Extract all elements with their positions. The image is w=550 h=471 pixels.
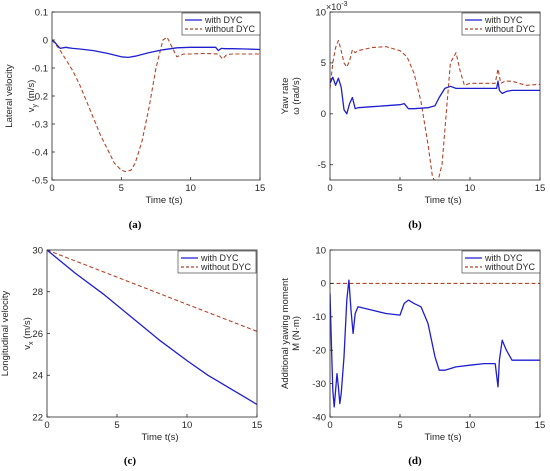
series-group — [52, 36, 260, 173]
x-axis-label: Time t(s) — [424, 432, 461, 443]
y-axis-label: Longitudinal velocity — [0, 290, 11, 376]
legend-label: with DYC — [204, 15, 243, 25]
x-tick-label: 10 — [185, 183, 196, 194]
y-axis-label-unit-line: vx (m/s) — [22, 317, 35, 350]
y-axis-symbol: v — [22, 345, 33, 350]
y-tick-label: 0 — [321, 279, 326, 290]
y-tick-label: 10 — [315, 245, 326, 256]
x-tick-label: 5 — [114, 420, 119, 431]
y-tick-label: -0.3 — [32, 119, 48, 130]
y-exponent-label: ×10-3 — [326, 1, 348, 12]
y-axis-label: Additional yawing moment — [280, 278, 291, 389]
x-tick-label: 0 — [327, 420, 332, 431]
x-tick-label: 5 — [397, 183, 402, 194]
y-tick-label: 0.1 — [35, 7, 48, 18]
series-group — [47, 250, 257, 406]
legend-label: with DYC — [484, 253, 523, 263]
y-tick-label: 10 — [315, 7, 326, 18]
y-axis-label-unit-line: vy (m/s) — [26, 80, 39, 113]
panel-caption: (d) — [408, 455, 422, 467]
series-group — [330, 39, 540, 180]
x-tick-label: 15 — [535, 420, 546, 431]
x-tick-label: 10 — [465, 420, 476, 431]
axes-frame — [329, 11, 541, 181]
panel-caption: (c) — [124, 455, 137, 467]
x-axis-label: Time t(s) — [141, 432, 178, 443]
y-tick-label: -0.5 — [32, 175, 48, 186]
y-tick-label: -30 — [312, 379, 326, 390]
legend-label: without DYC — [200, 262, 252, 272]
x-tick-label: 15 — [255, 183, 266, 194]
plot-area — [330, 250, 540, 417]
series-line-without-dyc — [330, 39, 540, 180]
series-line-with-dyc — [47, 250, 257, 406]
y-axis-label: Yaw rate — [280, 78, 291, 115]
y-axis-symbol-subscript: x — [28, 341, 35, 345]
legend-label: without DYC — [484, 262, 536, 272]
y-tick-label: -10 — [312, 312, 326, 323]
y-tick-label: 30 — [32, 245, 43, 256]
chart-panel: 0 5 10 15 0.1 0 -0.1 -0.2 -0.3 -0.4 -0.5 Time t(s) L… — [4, 7, 265, 231]
y-tick-label: -0.4 — [32, 147, 48, 158]
x-tick-label: 15 — [252, 420, 263, 431]
series-line-with-dyc — [330, 279, 540, 408]
x-tick-label: 0 — [327, 183, 332, 194]
series-line-without-dyc — [52, 36, 260, 173]
x-tick-label: 5 — [397, 420, 402, 431]
series-line-with-dyc — [330, 76, 540, 115]
x-tick-label: 10 — [182, 420, 193, 431]
y-tick-label: 24 — [32, 371, 43, 382]
legend-label: without DYC — [204, 24, 256, 34]
series-group — [330, 279, 540, 408]
x-axis-label: Time t(s) — [424, 195, 461, 206]
x-tick-label: 10 — [465, 183, 476, 194]
y-tick-label: 0 — [43, 35, 48, 46]
y-axis-label: Lateral velocity — [4, 64, 15, 128]
axes-frame — [329, 249, 541, 418]
panel-caption: (b) — [408, 219, 422, 231]
panel-caption: (a) — [129, 219, 142, 231]
y-axis-symbol-subscript: y — [32, 104, 39, 108]
y-tick-label: 5 — [321, 58, 326, 69]
series-line-with-dyc — [52, 39, 260, 59]
y-tick-label: -0.1 — [32, 63, 48, 74]
y-tick-label: -0.2 — [32, 91, 48, 102]
y-exponent-power: -3 — [341, 1, 347, 8]
y-tick-label: 28 — [32, 287, 43, 298]
legend-label: with DYC — [200, 253, 239, 263]
chart-panel: 0 5 10 15 22 24 26 28 30 Time t(s) Longitudinal ve… — [0, 245, 262, 467]
x-tick-label: 0 — [49, 183, 54, 194]
y-tick-label: 0 — [321, 109, 326, 120]
plot-area — [52, 12, 260, 180]
y-tick-label: 26 — [32, 329, 43, 340]
y-axis-symbol: v — [26, 107, 37, 112]
x-axis-label: Time t(s) — [145, 195, 182, 206]
x-tick-label: 5 — [119, 183, 124, 194]
legend-label: without DYC — [484, 24, 536, 34]
y-tick-label: 22 — [32, 412, 43, 423]
x-tick-label: 0 — [44, 420, 49, 431]
y-tick-label: -20 — [312, 346, 326, 357]
y-axis-unit: (m/s) — [26, 80, 37, 104]
x-tick-label: 15 — [535, 183, 546, 194]
plot-area — [330, 12, 540, 180]
y-axis-label-line: M (N·m) — [291, 316, 302, 351]
y-axis-label-line: ω (rad/s) — [291, 77, 302, 115]
y-axis-unit: (m/s) — [22, 317, 33, 341]
y-tick-label: -40 — [312, 412, 326, 423]
legend-label: with DYC — [484, 15, 523, 25]
chart-panel: 0 5 10 15 10 0 -10 -20 -30 -40 Time t(s) Additional… — [280, 245, 545, 467]
series-line-without-dyc — [47, 250, 257, 332]
y-tick-label: -5 — [318, 160, 326, 171]
